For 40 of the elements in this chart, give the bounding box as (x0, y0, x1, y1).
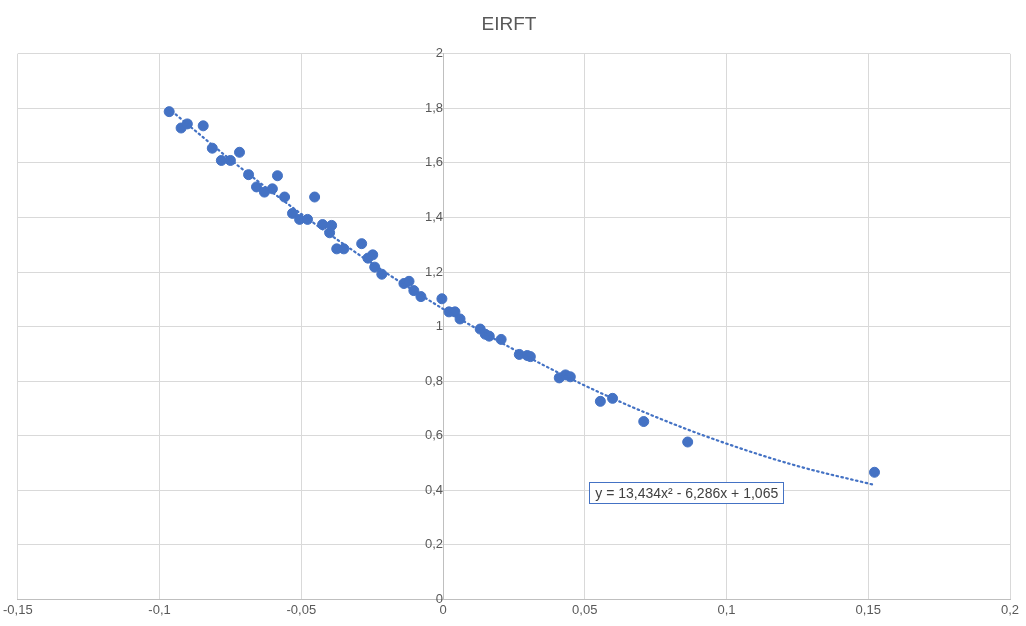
y-tick-label: 2 (435, 45, 444, 61)
y-tick-label: 0,8 (424, 372, 444, 388)
y-tick-label: 1,6 (424, 154, 444, 170)
point (376, 268, 388, 280)
y-tick-label: 1,4 (424, 209, 444, 225)
point (234, 146, 245, 158)
y-tick-label: 0 (435, 590, 444, 606)
y-tick-label: 0,2 (424, 536, 444, 552)
point (594, 395, 606, 407)
annotation: y = 13,434x² - 6,286x + 1,065 (589, 482, 785, 505)
point (271, 170, 283, 182)
point (215, 154, 227, 166)
x-tick-label: 0,15 (855, 601, 881, 617)
point (197, 120, 209, 132)
y-tick-label: 1 (435, 318, 444, 334)
point (279, 191, 291, 203)
y-tick-label: 1,8 (424, 99, 444, 115)
point (309, 191, 321, 203)
y-tick-label: 1,2 (424, 263, 444, 279)
point (495, 333, 507, 345)
x-tick-label: 0,1 (717, 601, 736, 617)
point (356, 238, 368, 250)
point (682, 436, 694, 448)
x-tick-label: -0,1 (148, 601, 171, 617)
point (436, 293, 448, 305)
point (266, 183, 278, 195)
point (638, 416, 650, 428)
x-tick-label: 0,05 (572, 601, 598, 617)
point (251, 181, 263, 193)
point (163, 106, 175, 118)
y-tick-label: 0,6 (424, 427, 444, 443)
point (403, 275, 415, 287)
point (326, 219, 338, 231)
chart-title: EIRFT (481, 12, 537, 34)
point (869, 466, 880, 478)
x-tick-label: 0,2 (1000, 601, 1020, 617)
point (367, 249, 379, 261)
x-tick-label: -0,15 (3, 601, 33, 617)
x-tick-label: -0,05 (286, 601, 317, 617)
y-tick-label: 0,4 (424, 481, 444, 497)
